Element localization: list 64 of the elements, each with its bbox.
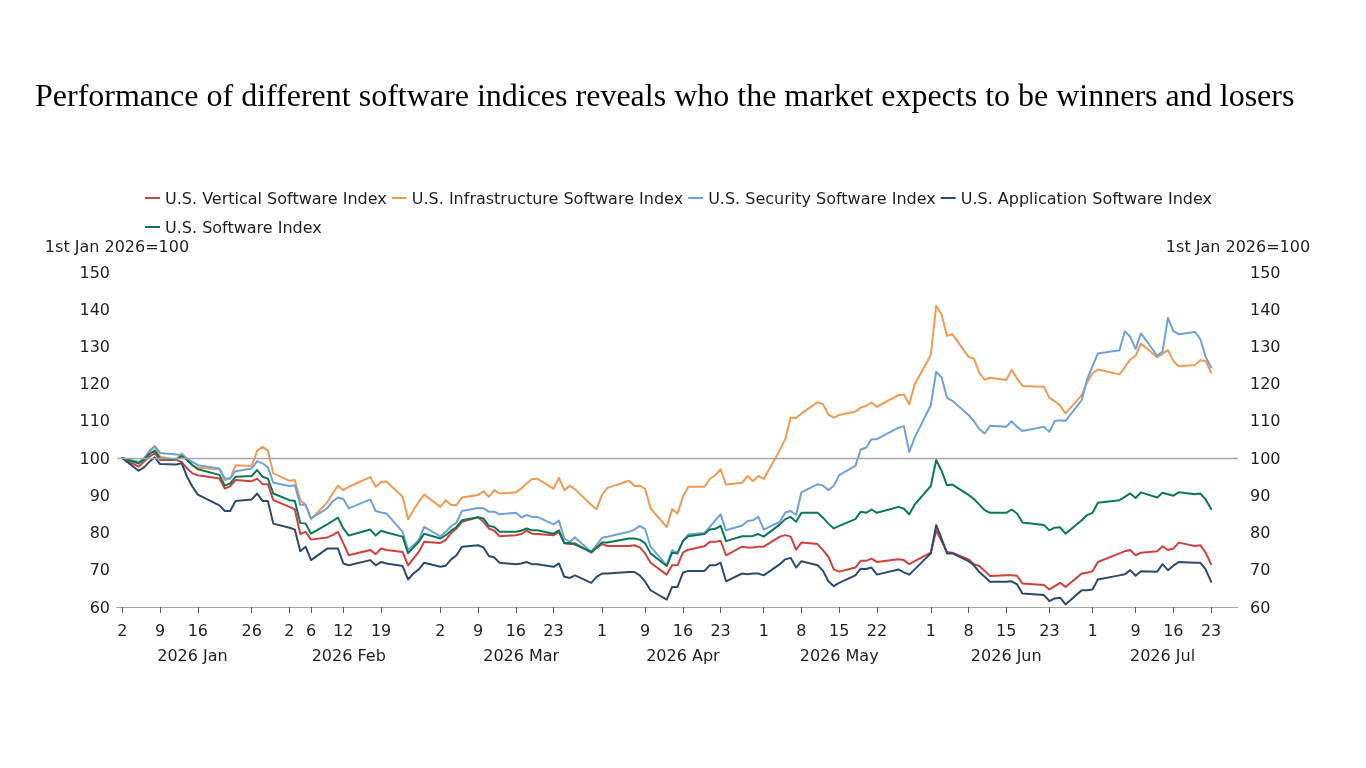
x-tick-label: 2 bbox=[117, 620, 128, 640]
x-tick-label: 6 bbox=[305, 620, 317, 640]
x-tick-label: 23 bbox=[543, 620, 564, 640]
y2-tick-label: 130 bbox=[1250, 336, 1281, 356]
x-tick-label: 22 bbox=[866, 620, 888, 640]
x2-tick-label: 2026 Mar bbox=[483, 645, 560, 665]
legend-label: U.S. Application Software Index bbox=[960, 188, 1212, 208]
y2-tick-label: 140 bbox=[1250, 299, 1281, 319]
y2-tick-label: 100 bbox=[1250, 448, 1281, 468]
x-tick-label: 9 bbox=[473, 620, 484, 640]
x-tick-label: 19 bbox=[370, 620, 392, 640]
y2-tick-label: 150 bbox=[1250, 262, 1281, 282]
y-tick-label: 70 bbox=[89, 560, 110, 580]
x-tick-label: 8 bbox=[963, 620, 974, 640]
x-tick-label: 8 bbox=[796, 620, 807, 640]
y-tick-label: 60 bbox=[89, 597, 110, 617]
y2-tick-label: 70 bbox=[1250, 560, 1271, 580]
x2-tick-label: 2026 Apr bbox=[646, 645, 721, 665]
x-tick-label: 1 bbox=[925, 620, 936, 640]
y-tick-label: 100 bbox=[79, 448, 110, 468]
x-tick-label: 15 bbox=[996, 620, 1017, 640]
y-tick-label: 130 bbox=[79, 336, 110, 356]
x-tick-label: 1 bbox=[1087, 620, 1098, 640]
x-tick-label: 23 bbox=[1200, 620, 1222, 640]
chart-title: Performance of different software indices reveals who the market expects to be winners and losers bbox=[35, 77, 1295, 113]
x-tick-label: 9 bbox=[1130, 620, 1141, 640]
y-axis-title: 1st Jan 2026=100 bbox=[44, 236, 190, 256]
x-tick-label: 9 bbox=[155, 620, 166, 640]
x2-tick-label: 2026 Jul bbox=[1129, 645, 1196, 665]
y-tick-label: 150 bbox=[79, 262, 110, 282]
legend-label: U.S. Software Index bbox=[165, 217, 322, 237]
x-tick-label: 15 bbox=[829, 620, 850, 640]
x2-tick-label: 2026 Feb bbox=[311, 645, 386, 665]
y-tick-label: 140 bbox=[79, 299, 110, 319]
x-tick-label: 16 bbox=[505, 620, 526, 640]
x-tick-label: 16 bbox=[1163, 620, 1184, 640]
x-tick-label: 23 bbox=[1039, 620, 1060, 640]
x-tick-label: 26 bbox=[241, 620, 262, 640]
y2-axis-title: 1st Jan 2026=100 bbox=[1165, 236, 1311, 256]
x2-tick-label: 2026 Jan bbox=[157, 645, 228, 665]
x-tick-label: 1 bbox=[758, 620, 769, 640]
x2-tick-label: 2026 Jun bbox=[970, 645, 1042, 665]
y2-tick-label: 80 bbox=[1250, 523, 1271, 543]
y2-tick-label: 120 bbox=[1250, 374, 1281, 394]
y-tick-label: 90 bbox=[89, 485, 110, 505]
x-tick-label: 1 bbox=[596, 620, 608, 640]
x-tick-label: 2 bbox=[435, 620, 446, 640]
y-tick-label: 120 bbox=[79, 374, 110, 394]
x-tick-label: 16 bbox=[672, 620, 694, 640]
x-tick-label: 2 bbox=[284, 620, 295, 640]
y-tick-label: 110 bbox=[79, 411, 110, 431]
legend-label: U.S. Infrastructure Software Index bbox=[411, 188, 684, 208]
y2-tick-label: 110 bbox=[1250, 411, 1281, 431]
y-tick-label: 80 bbox=[89, 523, 110, 543]
x-tick-label: 12 bbox=[333, 620, 354, 640]
y2-tick-label: 60 bbox=[1250, 597, 1271, 617]
x-tick-label: 9 bbox=[640, 620, 651, 640]
legend-label: U.S. Vertical Software Index bbox=[165, 188, 387, 208]
x-tick-label: 16 bbox=[187, 620, 209, 640]
x-tick-label: 23 bbox=[710, 620, 731, 640]
line-series bbox=[121, 449, 1213, 568]
y2-tick-label: 90 bbox=[1250, 485, 1271, 505]
x2-tick-label: 2026 May bbox=[799, 645, 879, 665]
legend-label: U.S. Security Software Index bbox=[708, 188, 936, 208]
